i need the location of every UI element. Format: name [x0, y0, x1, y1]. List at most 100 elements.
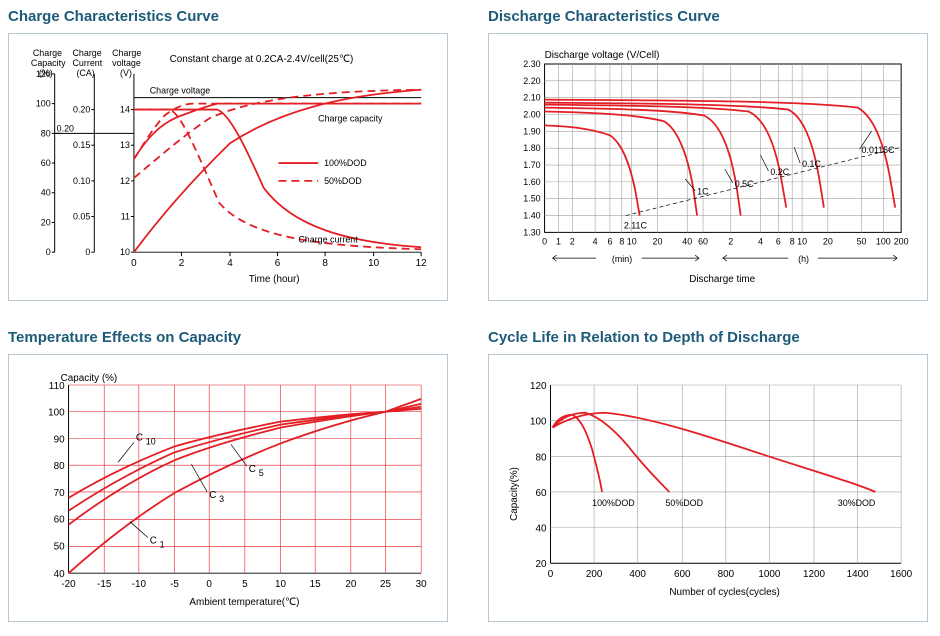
svg-text:Ambient temperature(℃): Ambient temperature(℃) — [189, 597, 299, 608]
svg-text:10: 10 — [797, 236, 807, 246]
svg-text:110: 110 — [49, 381, 65, 392]
svg-text:3: 3 — [219, 494, 224, 504]
charge-chart: Charge Capacity (%) Charge Current (CA) … — [8, 33, 448, 301]
chart-grid: Charge Characteristics Curve Charge Capa… — [8, 8, 932, 622]
svg-text:Capacity(%): Capacity(%) — [509, 467, 520, 521]
svg-text:2: 2 — [728, 236, 733, 246]
svg-text:Number of cycles(cycles): Number of cycles(cycles) — [669, 587, 779, 598]
svg-text:20: 20 — [653, 236, 663, 246]
svg-text:0.15: 0.15 — [73, 140, 90, 150]
svg-text:(min): (min) — [612, 254, 632, 264]
svg-text:-10: -10 — [132, 579, 147, 590]
svg-text:0: 0 — [206, 579, 212, 590]
svg-text:Charge: Charge — [33, 48, 62, 58]
svg-text:1400: 1400 — [847, 569, 870, 580]
svg-text:100%DOD: 100%DOD — [592, 498, 635, 508]
svg-text:70: 70 — [54, 488, 66, 499]
svg-text:50%DOD: 50%DOD — [324, 176, 362, 186]
svg-text:(CA): (CA) — [76, 68, 94, 78]
svg-text:2.30: 2.30 — [523, 59, 540, 69]
temp-title: Temperature Effects on Capacity — [8, 329, 448, 346]
svg-text:100%DOD: 100%DOD — [324, 158, 367, 168]
svg-text:0: 0 — [542, 236, 547, 246]
svg-text:1000: 1000 — [758, 569, 781, 580]
cycle-title: Cycle Life in Relation to Depth of Disch… — [488, 329, 928, 346]
svg-text:(h): (h) — [798, 254, 809, 264]
svg-text:0.20: 0.20 — [57, 123, 74, 133]
svg-text:20: 20 — [41, 217, 51, 227]
svg-text:200: 200 — [894, 236, 909, 246]
svg-text:2.11C: 2.11C — [624, 220, 648, 230]
svg-text:Charge current: Charge current — [298, 234, 358, 244]
svg-text:Capacity: Capacity — [31, 58, 66, 68]
svg-text:30: 30 — [416, 579, 428, 590]
charge-subtitle: Constant charge at 0.2CA-2.4V/cell(25℃) — [170, 54, 354, 65]
svg-text:400: 400 — [629, 569, 646, 580]
svg-text:80: 80 — [54, 461, 66, 472]
svg-text:Charge voltage: Charge voltage — [150, 86, 210, 96]
svg-text:0.0115C: 0.0115C — [862, 145, 896, 155]
cycle-panel: Cycle Life in Relation to Depth of Disch… — [488, 329, 928, 622]
svg-text:1C: 1C — [697, 187, 709, 197]
svg-text:0: 0 — [46, 247, 51, 257]
svg-text:1600: 1600 — [890, 569, 913, 580]
svg-text:20: 20 — [536, 559, 548, 570]
svg-text:800: 800 — [718, 569, 735, 580]
svg-text:8: 8 — [322, 258, 328, 269]
svg-text:voltage: voltage — [112, 58, 141, 68]
svg-text:1.70: 1.70 — [523, 160, 540, 170]
svg-text:120: 120 — [530, 381, 547, 392]
svg-text:C: C — [249, 464, 256, 475]
svg-text:20: 20 — [823, 236, 833, 246]
svg-text:40: 40 — [682, 236, 692, 246]
svg-text:6: 6 — [607, 236, 612, 246]
svg-text:60: 60 — [41, 158, 51, 168]
svg-text:1.90: 1.90 — [523, 126, 540, 136]
svg-text:12: 12 — [120, 176, 130, 186]
svg-text:100: 100 — [48, 408, 65, 419]
svg-text:Capacity (%): Capacity (%) — [61, 373, 118, 384]
svg-text:1: 1 — [160, 539, 165, 549]
svg-text:4: 4 — [758, 236, 763, 246]
svg-text:14: 14 — [120, 105, 130, 115]
svg-text:25: 25 — [380, 579, 392, 590]
svg-text:C: C — [209, 490, 216, 501]
svg-text:80: 80 — [536, 452, 548, 463]
svg-text:-5: -5 — [170, 579, 179, 590]
svg-text:4: 4 — [593, 236, 598, 246]
svg-text:60: 60 — [698, 236, 708, 246]
svg-text:Charge: Charge — [112, 48, 141, 58]
svg-text:1.60: 1.60 — [523, 177, 540, 187]
svg-text:10: 10 — [275, 579, 287, 590]
svg-text:2: 2 — [179, 258, 185, 269]
svg-text:4: 4 — [227, 258, 233, 269]
svg-text:0.1C: 0.1C — [802, 159, 821, 169]
svg-text:50%DOD: 50%DOD — [665, 498, 703, 508]
svg-text:1: 1 — [556, 236, 561, 246]
svg-text:0.05: 0.05 — [73, 212, 90, 222]
discharge-panel: Discharge Characteristics Curve Discharg… — [488, 8, 928, 301]
svg-text:40: 40 — [41, 188, 51, 198]
svg-text:Current: Current — [73, 58, 103, 68]
charge-panel: Charge Characteristics Curve Charge Capa… — [8, 8, 448, 301]
svg-text:1.80: 1.80 — [523, 143, 540, 153]
svg-text:1.40: 1.40 — [523, 211, 540, 221]
svg-text:(V): (V) — [120, 68, 132, 78]
svg-text:30%DOD: 30%DOD — [838, 498, 876, 508]
svg-text:-20: -20 — [61, 579, 76, 590]
svg-text:1200: 1200 — [803, 569, 826, 580]
svg-text:10: 10 — [146, 436, 156, 446]
temp-chart: Capacity (%) — [8, 354, 448, 622]
svg-text:2.20: 2.20 — [523, 76, 540, 86]
svg-text:8: 8 — [619, 236, 624, 246]
svg-text:20: 20 — [345, 579, 357, 590]
svg-text:0.10: 0.10 — [73, 176, 90, 186]
svg-text:60: 60 — [536, 488, 548, 499]
svg-text:0.2C: 0.2C — [770, 167, 789, 177]
charge-title: Charge Characteristics Curve — [8, 8, 448, 25]
svg-text:50: 50 — [54, 541, 66, 552]
svg-text:100: 100 — [530, 417, 547, 428]
svg-text:6: 6 — [776, 236, 781, 246]
svg-text:60: 60 — [54, 515, 66, 526]
svg-text:8: 8 — [790, 236, 795, 246]
